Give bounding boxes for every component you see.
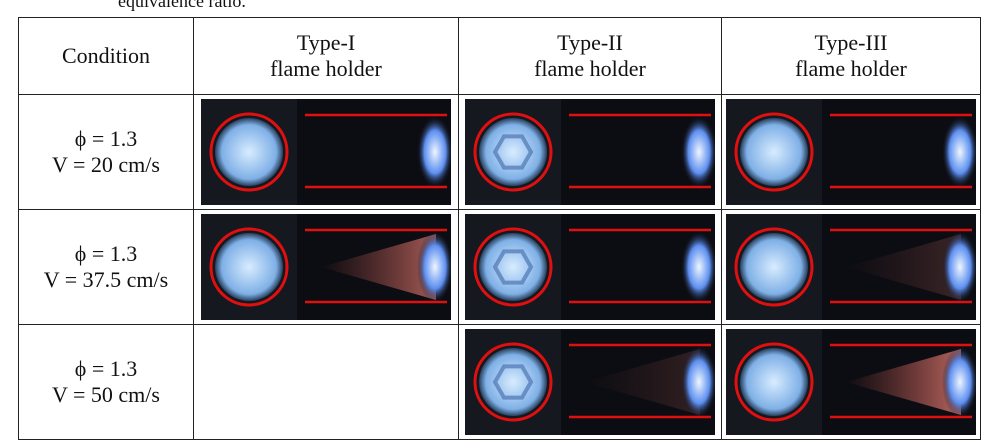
burner-disc — [740, 233, 808, 301]
flame-photo — [726, 329, 976, 435]
red-marker-circle — [734, 112, 814, 192]
flame-front — [417, 231, 451, 303]
flame-front — [681, 116, 715, 188]
header-row: Condition Type-I flame holder Type-II flam… — [18, 17, 981, 95]
header-text: flame holder — [270, 56, 382, 81]
header-text: flame holder — [534, 56, 646, 81]
table-row: ϕ = 1.3 V = 20 cm/s — [18, 94, 981, 210]
red-marker-circle — [209, 112, 289, 192]
burner-disc — [215, 233, 283, 301]
header-cell: Type-I flame holder — [193, 17, 459, 95]
condition-text: ϕ = 1.3 — [74, 126, 138, 151]
photo-cell — [721, 94, 981, 210]
red-marker-circle — [734, 342, 814, 422]
burner-disc — [479, 233, 547, 301]
burner-disc — [479, 118, 547, 186]
flame-photo — [201, 99, 451, 205]
flame-photo — [726, 99, 976, 205]
red-marker-circle — [473, 112, 553, 192]
header-text: Type-II — [557, 30, 623, 55]
flame-plume — [585, 349, 700, 415]
hex-pattern — [492, 249, 534, 285]
condition-text: V = 20 cm/s — [52, 152, 160, 177]
header-text: flame holder — [795, 56, 907, 81]
red-marker-circle — [209, 227, 289, 307]
condition-cell: ϕ = 1.3 V = 37.5 cm/s — [18, 209, 194, 325]
burner-disc — [479, 348, 547, 416]
condition-text: V = 50 cm/s — [52, 382, 160, 407]
photo-cell — [721, 324, 981, 440]
header-cell: Type-II flame holder — [458, 17, 722, 95]
flame-photo — [465, 99, 715, 205]
photo-cell — [193, 209, 459, 325]
flame-plume — [321, 234, 436, 300]
hex-pattern — [492, 364, 534, 400]
flame-front — [417, 116, 451, 188]
flame-front — [942, 231, 976, 303]
photo-cell — [721, 209, 981, 325]
table-row: ϕ = 1.3 V = 50 cm/s — [18, 324, 981, 440]
flame-front — [942, 346, 976, 418]
flame-front — [681, 231, 715, 303]
flame-photo — [465, 214, 715, 320]
condition-text: V = 37.5 cm/s — [43, 267, 169, 292]
hex-pattern — [492, 134, 534, 170]
header-text: Condition — [61, 43, 150, 68]
header-text: Type-III — [814, 30, 888, 55]
burner-disc — [740, 118, 808, 186]
flame-photo — [465, 329, 715, 435]
header-cell: Condition — [18, 17, 194, 95]
flame-front — [942, 116, 976, 188]
condition-text: ϕ = 1.3 — [74, 241, 138, 266]
burner-disc — [215, 118, 283, 186]
table-row: ϕ = 1.3 V = 37.5 cm/s — [18, 209, 981, 325]
flame-plume — [846, 234, 961, 300]
photo-cell — [458, 209, 722, 325]
condition-cell: ϕ = 1.3 V = 20 cm/s — [18, 94, 194, 210]
flame-plume — [846, 349, 961, 415]
flame-front — [681, 346, 715, 418]
burner-disc — [740, 348, 808, 416]
photo-cell — [458, 324, 722, 440]
header-cell: Type-III flame holder — [721, 17, 981, 95]
caption-fragment: equivalence ratio. — [118, 0, 246, 11]
flame-photo — [201, 214, 451, 320]
header-text: Type-I — [296, 30, 356, 55]
photo-cell — [458, 94, 722, 210]
flame-photo — [726, 214, 976, 320]
empty-cell — [193, 324, 459, 440]
red-marker-circle — [473, 227, 553, 307]
condition-text: ϕ = 1.3 — [74, 356, 138, 381]
photo-cell — [193, 94, 459, 210]
red-marker-circle — [473, 342, 553, 422]
red-marker-circle — [734, 227, 814, 307]
flame-table: Condition Type-I flame holder Type-II flam… — [18, 17, 981, 440]
condition-cell: ϕ = 1.3 V = 50 cm/s — [18, 324, 194, 440]
